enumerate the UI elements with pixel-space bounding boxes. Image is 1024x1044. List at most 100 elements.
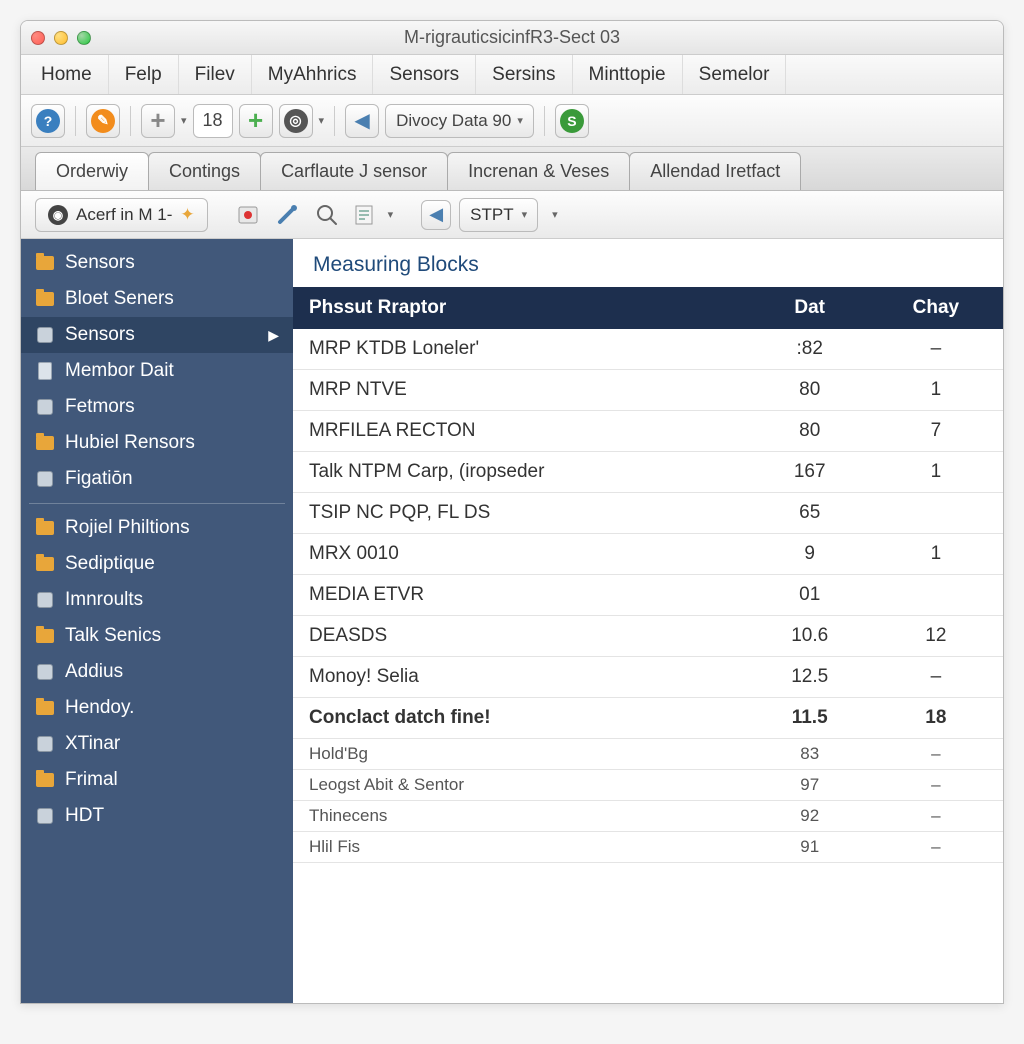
sidebar-item-hdt[interactable]: HDT [21,798,293,834]
search-icon: ? [36,109,60,133]
zoom-button[interactable] [312,200,342,230]
zoom-window-button[interactable] [77,31,91,45]
table-cell: 11.5 [751,698,869,739]
sidebar-item-hubiel-rensors[interactable]: Hubiel Rensors [21,425,293,461]
sidebar-item-addius[interactable]: Addius [21,654,293,690]
table-cell: Leogst Abit & Sentor [293,770,751,801]
sidebar-item-fetmors[interactable]: Fetmors [21,389,293,425]
table-cell: MEDIA ETVR [293,575,751,616]
table-cell: 7 [869,411,1003,452]
table-row[interactable]: TSIP NC PQP, FL DS65 [293,493,1003,534]
menu-item-myahhrics[interactable]: MyAhhrics [252,55,374,94]
sidebar-item-rojiel-philtions[interactable]: Rojiel Philtions [21,510,293,546]
folder-icon [35,519,55,537]
table-row[interactable]: MRFILEA RECTON807 [293,411,1003,452]
table-cell: 18 [869,698,1003,739]
dropdown-caret-icon[interactable]: ▾ [388,208,394,221]
stpt-dropdown[interactable]: STPT ▾ [459,198,538,232]
column-header[interactable]: Chay [869,287,1003,329]
tab-orderwiy[interactable]: Orderwiy [35,152,149,190]
minimize-window-button[interactable] [54,31,68,45]
table-row[interactable]: Hold'Bg83– [293,739,1003,770]
tool-settings-button[interactable]: ✎ [86,104,120,138]
table-row[interactable]: MRP NTVE801 [293,370,1003,411]
folder-icon [35,699,55,717]
sidebar-item-xtinar[interactable]: XTinar [21,726,293,762]
sidebar-item-talk-senics[interactable]: Talk Senics [21,618,293,654]
table-row[interactable]: Leogst Abit & Sentor97– [293,770,1003,801]
tab-increnan-veses[interactable]: Increnan & Veses [447,152,630,190]
tool-add-button[interactable]: + [141,104,175,138]
sidebar-item-label: Rojiel Philtions [65,517,190,539]
node-icon [35,398,55,416]
table-cell: 80 [751,370,869,411]
sidebar-item-label: Fetmors [65,396,135,418]
table-row[interactable]: Monoy! Selia12.5– [293,657,1003,698]
chevron-right-icon: ▶ [268,327,279,344]
sidebar-item-membor-dait[interactable]: Membor Dait [21,353,293,389]
folder-icon [35,290,55,308]
menu-item-sensors[interactable]: Sensors [373,55,476,94]
sidebar-item-imnroults[interactable]: Imnroults [21,582,293,618]
sidebar-item-label: Figatiōn [65,468,133,490]
sidebar-item-label: Sensors [65,324,135,346]
table-row[interactable]: DEASDS10.612 [293,616,1003,657]
plus-gray-icon: + [150,105,165,136]
table-cell: Hlil Fis [293,832,751,863]
table-cell: 65 [751,493,869,534]
data-dropdown[interactable]: Divocy Data 90 ▾ [385,104,534,138]
table-row[interactable]: MRX 001091 [293,534,1003,575]
table-row[interactable]: Thinecens92– [293,801,1003,832]
sidebar-item-sensors[interactable]: Sensors [21,245,293,281]
column-header[interactable]: Phssut Rraptor [293,287,751,329]
menu-item-felp[interactable]: Felp [109,55,179,94]
back-button[interactable]: ◀ [421,200,451,230]
table-row[interactable]: Talk NTPM Carp, (iropseder1671 [293,452,1003,493]
menu-item-home[interactable]: Home [25,55,109,94]
dropdown-caret-icon[interactable]: ▾ [552,208,558,221]
menu-item-sersins[interactable]: Sersins [476,55,572,94]
tool-status-button[interactable]: S [555,104,589,138]
tool-add-green-button[interactable]: + [239,104,273,138]
sidebar-item-frimal[interactable]: Frimal [21,762,293,798]
sidebar-item-label: Frimal [65,769,118,791]
probe-button[interactable] [274,200,304,230]
table-row[interactable]: MEDIA ETVR01 [293,575,1003,616]
main-panel: Measuring Blocks Phssut RraptorDatChay M… [293,239,1003,1003]
dropdown-caret-icon[interactable]: ▾ [319,114,325,127]
tool-target-button[interactable]: ◎ [279,104,313,138]
table-cell: :82 [751,329,869,370]
menu-item-semelor[interactable]: Semelor [683,55,787,94]
menu-item-minttopie[interactable]: Minttopie [573,55,683,94]
table-row[interactable]: Hlil Fis91– [293,832,1003,863]
close-window-button[interactable] [31,31,45,45]
module-dropdown[interactable]: ◉ Acerf in M 1- ✦ [35,198,208,232]
column-header[interactable]: Dat [751,287,869,329]
table-row[interactable]: Conclact datch fine!11.518 [293,698,1003,739]
tab-allendad-iretfact[interactable]: Allendad Iretfact [629,152,801,190]
tabstrip: OrderwiyContingsCarflaute J sensorIncren… [21,147,1003,191]
sidebar-item-bloet-seners[interactable]: Bloet Seners [21,281,293,317]
sidebar-item-label: XTinar [65,733,120,755]
sidebar-item-label: Sensors [65,252,135,274]
folder-icon [35,254,55,272]
sidebar-item-figati-n[interactable]: Figatiōn [21,461,293,497]
node-icon [35,470,55,488]
number-input[interactable] [193,104,233,138]
tab-contings[interactable]: Contings [148,152,261,190]
tab-carflaute-j-sensor[interactable]: Carflaute J sensor [260,152,448,190]
tool-search-button[interactable]: ? [31,104,65,138]
sidebar-item-sediptique[interactable]: Sediptique [21,546,293,582]
record-button[interactable] [236,200,266,230]
menu-item-filev[interactable]: Filev [179,55,252,94]
table-row[interactable]: MRP KTDB Loneler':82– [293,329,1003,370]
dropdown-caret-icon: ▾ [517,114,523,127]
table-cell: – [869,329,1003,370]
tool-back-button[interactable]: ◀ [345,104,379,138]
target-icon: ◎ [284,109,308,133]
table-cell: DEASDS [293,616,751,657]
sidebar-item-sensors[interactable]: Sensors ▶ [21,317,293,353]
notes-button[interactable] [350,200,380,230]
sidebar-item-hendoy-[interactable]: Hendoy. [21,690,293,726]
dropdown-caret-icon[interactable]: ▾ [181,114,187,127]
